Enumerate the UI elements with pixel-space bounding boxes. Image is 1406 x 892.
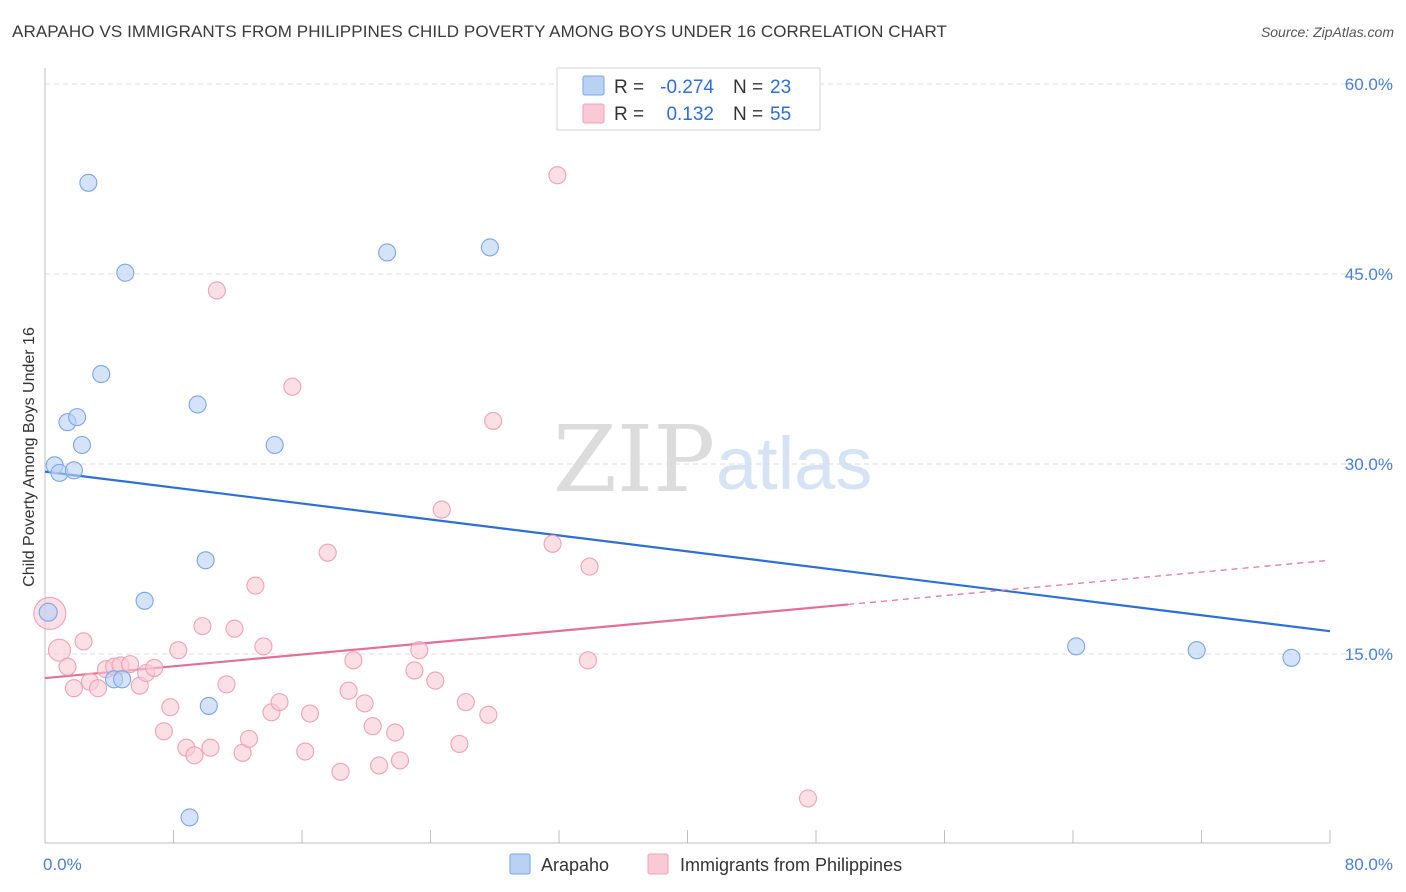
- arapaho-point-15: [199, 696, 218, 715]
- arapaho-point-20: [1067, 637, 1086, 656]
- philippines-point-29: [270, 693, 289, 712]
- arapaho-point-4: [64, 461, 83, 480]
- chart-title: ARAPAHO VS IMMIGRANTS FROM PHILIPPINES C…: [12, 22, 948, 41]
- arapaho-point-0: [38, 602, 58, 622]
- philippines-point-2: [58, 657, 77, 676]
- series-legend-label-arapaho: Arapaho: [541, 855, 609, 875]
- y-axis-title: Child Poverty Among Boys Under 16: [21, 327, 38, 587]
- legend-n-value-1: 23: [770, 77, 791, 98]
- philippines-point-37: [355, 694, 374, 713]
- philippines-point-38: [363, 717, 382, 736]
- legend-swatch-arapaho: [582, 75, 605, 96]
- philippines-point-32: [300, 704, 320, 723]
- arapaho-point-13: [188, 395, 207, 414]
- philippines-point-18: [185, 746, 204, 765]
- philippines-point-10: [121, 655, 140, 674]
- philippines-point-54: [798, 789, 818, 808]
- y-tick-label-30: 30.0%: [1345, 455, 1393, 474]
- philippines-point-31: [296, 742, 315, 761]
- legend-n-value-2: 55: [770, 104, 791, 125]
- philippines-point-45: [432, 500, 451, 519]
- philippines-point-36: [344, 651, 363, 670]
- philippines-point-22: [217, 675, 236, 694]
- y-tick-label-15: 15.0%: [1345, 645, 1393, 664]
- trend-line-1: [44, 603, 849, 680]
- philippines-point-34: [331, 762, 350, 781]
- philippines-point-35: [339, 681, 358, 700]
- philippines-point-21: [207, 281, 226, 300]
- arapaho-point-14: [196, 551, 215, 570]
- philippines-point-51: [548, 166, 567, 185]
- philippines-point-43: [410, 641, 429, 660]
- philippines-point-25: [239, 729, 259, 748]
- legend-r-value-2: 0.132: [666, 104, 714, 125]
- arapaho-point-21: [1187, 641, 1206, 660]
- philippines-point-52: [578, 651, 597, 670]
- philippines-point-46: [450, 734, 469, 753]
- philippines-point-49: [484, 411, 503, 430]
- tick-labels: 15.0% 30.0% 45.0% 60.0% 0.0% 80.0%: [43, 75, 1393, 874]
- arapaho-point-17: [265, 435, 284, 455]
- philippines-point-27: [254, 637, 273, 656]
- y-tick-label-60: 60.0%: [1345, 75, 1393, 94]
- trend-line-0: [44, 470, 1331, 633]
- trend-line-extension-1: [848, 559, 1331, 606]
- arapaho-point-11: [116, 263, 135, 282]
- x-tick-label-min: 0.0%: [43, 855, 82, 874]
- philippines-point-20: [201, 738, 220, 757]
- philippines-point-30: [283, 377, 302, 396]
- philippines-point-4: [74, 632, 93, 651]
- philippines-point-15: [161, 698, 180, 717]
- arapaho-point-18: [378, 243, 397, 262]
- philippines-point-33: [318, 543, 337, 562]
- arapaho-point-12: [135, 591, 154, 610]
- philippines-point-19: [193, 617, 212, 636]
- philippines-point-14: [154, 722, 173, 741]
- philippines-point-41: [390, 751, 410, 770]
- philippines-point-50: [543, 534, 562, 553]
- source-credit: Source: ZipAtlas.com: [1260, 24, 1394, 40]
- arapaho-point-16: [180, 808, 199, 827]
- philippines-point-13: [145, 658, 164, 677]
- philippines-point-39: [370, 756, 389, 775]
- arapaho-point-8: [92, 365, 111, 384]
- series-legend-label-philippines: Immigrants from Philippines: [680, 855, 902, 875]
- legend-r-label-1: R =: [614, 77, 644, 98]
- x-tick-label-max: 80.0%: [1345, 855, 1393, 874]
- arapaho-point-19: [480, 238, 499, 257]
- axes: [44, 68, 1331, 844]
- legend-r-value-1: -0.274: [660, 77, 714, 98]
- philippines-point-40: [386, 723, 405, 742]
- legend-r-label-2: R =: [614, 104, 644, 125]
- series-legend: Arapaho Immigrants from Philippines: [509, 853, 902, 875]
- philippines-point-26: [246, 576, 265, 595]
- arapaho-point-7: [79, 173, 98, 192]
- philippines-point-23: [225, 619, 244, 638]
- philippines-point-47: [456, 693, 475, 712]
- correlation-legend: R = -0.274 N = 23 R = 0.132 N = 55: [556, 67, 821, 131]
- legend-n-label-1: N =: [733, 77, 763, 98]
- legend-n-label-2: N =: [733, 104, 763, 125]
- series-legend-swatch-philippines: [647, 853, 669, 875]
- arapaho-point-6: [72, 435, 91, 455]
- arapaho-point-22: [1282, 648, 1301, 667]
- gridlines: [45, 83, 1392, 655]
- philippines-point-6: [88, 679, 108, 698]
- philippines-point-53: [580, 557, 599, 576]
- philippines-point-44: [426, 671, 445, 690]
- legend-swatch-philippines: [582, 103, 605, 124]
- trend-lines: [44, 470, 1331, 680]
- philippines-point-48: [479, 705, 498, 724]
- philippines-point-1: [47, 638, 72, 662]
- philippines-point-42: [405, 661, 424, 680]
- series-legend-swatch-arapaho: [509, 853, 531, 875]
- data-points: [33, 166, 1301, 827]
- philippines-point-16: [169, 641, 188, 660]
- philippines-point-3: [64, 679, 83, 698]
- arapaho-point-10: [113, 670, 132, 689]
- watermark-zip: ZIP: [553, 406, 715, 513]
- arapaho-point-5: [68, 408, 87, 427]
- y-tick-label-45: 45.0%: [1345, 265, 1393, 284]
